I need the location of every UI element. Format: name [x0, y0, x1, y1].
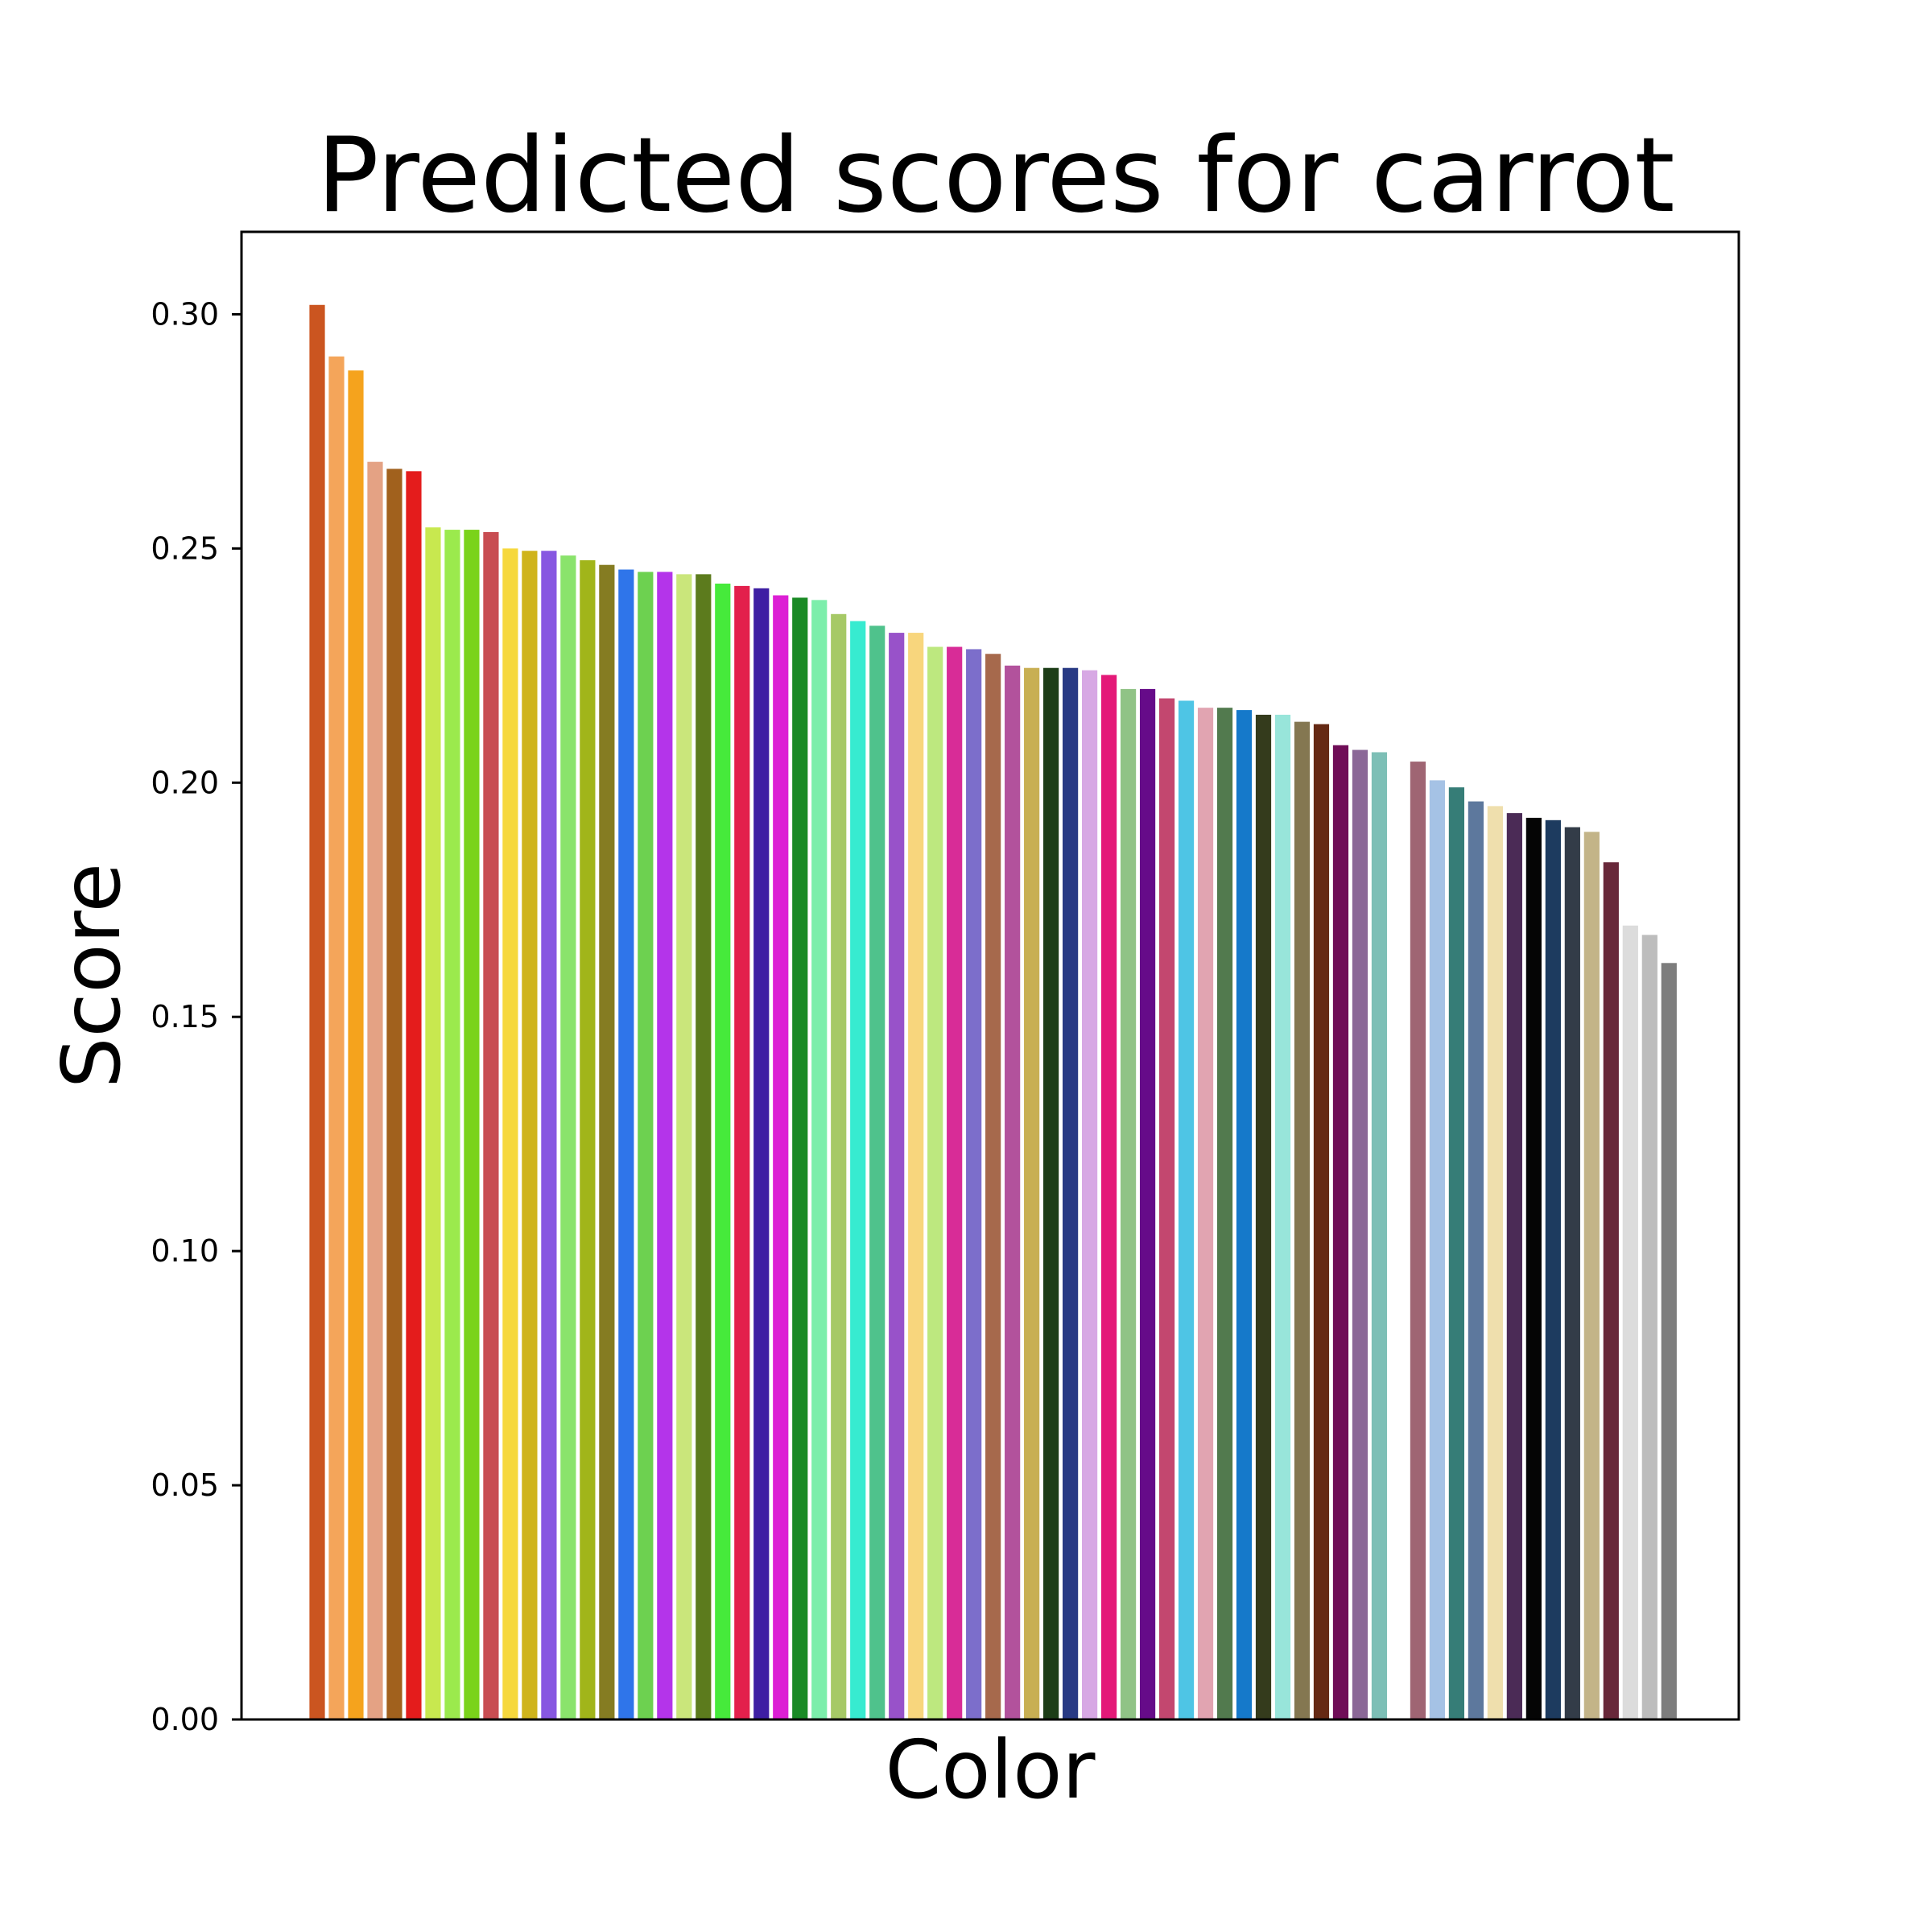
- bar-6: [425, 527, 441, 1720]
- bar-24: [773, 595, 789, 1719]
- bar-32: [927, 646, 943, 1719]
- bar-5: [406, 471, 422, 1719]
- bar-1: [328, 356, 345, 1719]
- y-tick-label-0: 0.00: [151, 1702, 219, 1737]
- bar-25: [792, 597, 808, 1720]
- bar-12: [541, 551, 557, 1719]
- bar-10: [502, 548, 518, 1719]
- bar-62: [1525, 817, 1542, 1720]
- bar-9: [483, 531, 499, 1719]
- bar-60: [1487, 806, 1503, 1719]
- bar-56: [1410, 762, 1426, 1719]
- bar-27: [831, 613, 847, 1719]
- bar-61: [1506, 813, 1522, 1719]
- y-axis-label: Score: [44, 863, 138, 1088]
- bar-64: [1564, 827, 1580, 1719]
- bar-13: [560, 555, 576, 1719]
- bar-8: [464, 530, 480, 1719]
- bar-17: [638, 572, 654, 1720]
- bar-30: [889, 633, 905, 1719]
- bar-68: [1641, 935, 1657, 1719]
- bar-46: [1197, 708, 1214, 1720]
- bars-group: [309, 304, 1677, 1720]
- bar-33: [947, 646, 963, 1719]
- y-tick-label-6: 0.30: [151, 296, 219, 332]
- bar-31: [908, 633, 924, 1719]
- y-tick-label-4: 0.20: [151, 765, 219, 800]
- bar-67: [1622, 925, 1638, 1719]
- bar-23: [753, 588, 770, 1719]
- bar-0: [309, 304, 325, 1719]
- y-tick-label-1: 0.05: [151, 1468, 219, 1503]
- bar-43: [1139, 688, 1156, 1719]
- bar-7: [444, 530, 460, 1719]
- bar-15: [599, 564, 615, 1720]
- bar-16: [618, 569, 634, 1719]
- bar-42: [1120, 688, 1137, 1719]
- bar-65: [1583, 832, 1600, 1719]
- y-axis: 0.00 0.05 0.10 0.15 0.20 0.25 0.30: [151, 296, 242, 1737]
- bar-52: [1313, 724, 1330, 1719]
- chart-title: Predicted scores for carrot: [316, 116, 1674, 236]
- bar-44: [1158, 698, 1175, 1719]
- bar-47: [1216, 708, 1233, 1720]
- bar-36: [1005, 665, 1021, 1719]
- bar-3: [367, 461, 383, 1720]
- bar-35: [985, 654, 1001, 1719]
- bar-22: [734, 585, 750, 1719]
- bar-45: [1178, 700, 1195, 1720]
- bar-41: [1100, 675, 1117, 1720]
- bar-53: [1332, 745, 1349, 1719]
- bar-55: [1371, 752, 1388, 1720]
- x-axis-label: Color: [885, 1723, 1096, 1817]
- bar-37: [1024, 667, 1040, 1719]
- bar-66: [1603, 862, 1619, 1719]
- bar-18: [657, 572, 673, 1720]
- bar-54: [1352, 749, 1368, 1719]
- bar-40: [1082, 670, 1098, 1719]
- bar-14: [580, 559, 596, 1719]
- bar-49: [1255, 714, 1272, 1719]
- bar-63: [1545, 819, 1561, 1719]
- bar-48: [1236, 710, 1253, 1719]
- bar-34: [966, 649, 982, 1720]
- plot-frame: [240, 230, 1740, 1721]
- y-tick-label-3: 0.15: [151, 999, 219, 1034]
- y-tick-label-5: 0.25: [151, 530, 219, 566]
- bar-57: [1429, 780, 1446, 1719]
- bar-51: [1294, 721, 1311, 1719]
- bar-19: [676, 574, 692, 1719]
- bar-11: [522, 551, 538, 1719]
- bar-39: [1063, 667, 1079, 1719]
- bar-21: [715, 583, 731, 1719]
- bar-20: [696, 574, 712, 1719]
- bar-4: [386, 469, 402, 1720]
- bar-2: [348, 370, 364, 1720]
- bar-28: [850, 621, 866, 1719]
- bar-69: [1661, 963, 1677, 1719]
- bar-26: [811, 600, 828, 1719]
- bar-38: [1043, 667, 1059, 1719]
- bar-29: [869, 625, 886, 1719]
- bar-50: [1274, 714, 1291, 1719]
- bar-58: [1448, 787, 1465, 1719]
- bar-59: [1468, 801, 1484, 1719]
- y-tick-label-2: 0.10: [151, 1233, 219, 1269]
